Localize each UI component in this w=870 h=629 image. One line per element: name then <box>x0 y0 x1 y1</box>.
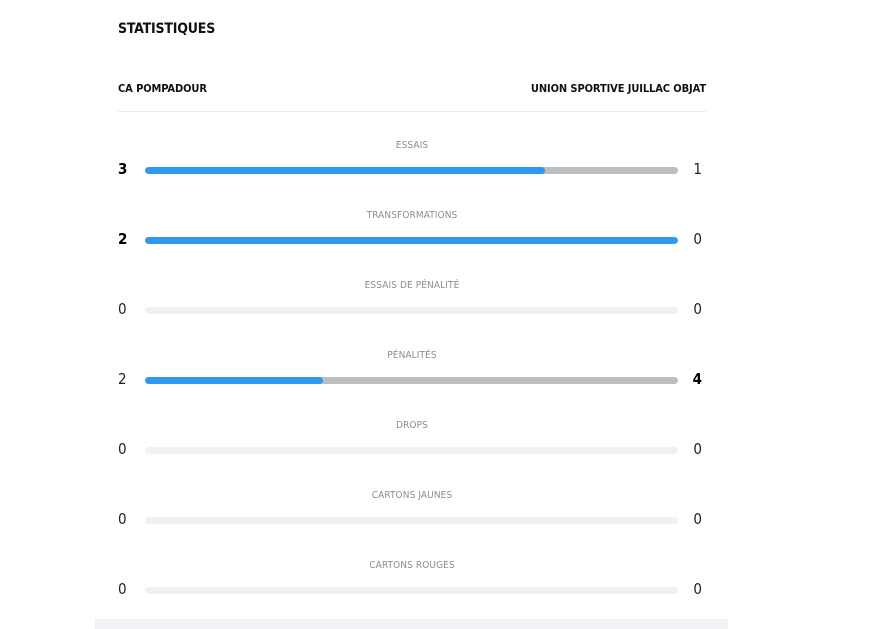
home-share-fill <box>145 377 323 384</box>
away-value: 1 <box>693 160 702 178</box>
stat-row-cartons-rouges: CARTONS ROUGES 0 0 <box>118 560 706 602</box>
away-value: 0 <box>693 440 702 458</box>
stat-row-essais-de-penalite: ESSAIS DE PÉNALITÉ 0 0 <box>118 280 706 322</box>
home-share-fill <box>145 167 545 174</box>
stat-row-penalites: PÉNALITÉS 2 4 <box>118 350 706 392</box>
stat-label: ESSAIS DE PÉNALITÉ <box>364 280 460 291</box>
home-value: 0 <box>118 440 127 458</box>
stat-label: CARTONS ROUGES <box>369 560 455 571</box>
away-team-name: UNION SPORTIVE JUILLAC OBJAT <box>530 82 706 95</box>
comparison-bar <box>145 587 678 594</box>
stat-label: CARTONS JAUNES <box>371 490 453 501</box>
stat-row-transformations: TRANSFORMATIONS 2 0 <box>118 210 706 252</box>
stat-label: DROPS <box>396 420 428 431</box>
stat-label: PÉNALITÉS <box>387 350 437 361</box>
stat-label: TRANSFORMATIONS <box>366 210 458 221</box>
away-value: 0 <box>693 300 702 318</box>
home-value: 0 <box>118 580 127 598</box>
panel-footer <box>95 619 728 629</box>
home-value: 3 <box>118 160 128 178</box>
stat-row-drops: DROPS 0 0 <box>118 420 706 462</box>
home-value: 2 <box>118 370 127 388</box>
away-value: 0 <box>693 510 702 528</box>
statistics-panel: STATISTIQUES CA POMPADOUR UNION SPORTIVE… <box>95 0 728 629</box>
comparison-bar <box>145 167 678 174</box>
away-value: 0 <box>693 580 702 598</box>
home-value: 2 <box>118 230 128 248</box>
home-value: 0 <box>118 510 127 528</box>
comparison-bar <box>145 237 678 244</box>
away-value: 4 <box>692 370 702 388</box>
home-share-fill <box>145 237 678 244</box>
comparison-bar <box>145 447 678 454</box>
home-team-name: CA POMPADOUR <box>118 82 207 95</box>
section-title: STATISTIQUES <box>118 21 216 37</box>
stat-row-essais: ESSAIS 3 1 <box>118 140 706 182</box>
home-value: 0 <box>118 300 127 318</box>
comparison-bar <box>145 307 678 314</box>
away-value: 0 <box>693 230 702 248</box>
stat-label: ESSAIS <box>395 140 429 151</box>
comparison-bar <box>145 517 678 524</box>
teams-header: CA POMPADOUR UNION SPORTIVE JUILLAC OBJA… <box>118 82 706 112</box>
comparison-bar <box>145 377 678 384</box>
stat-row-cartons-jaunes: CARTONS JAUNES 0 0 <box>118 490 706 532</box>
